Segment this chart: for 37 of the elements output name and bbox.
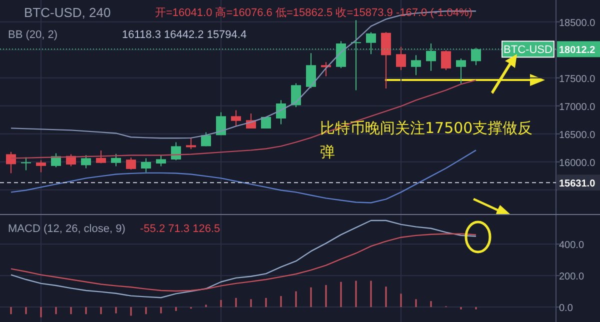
candlestick [441,50,451,71]
chart-title: BTC-USD, 240 [24,5,111,20]
candlestick [36,160,46,173]
ref-line-label: 15631.0 [559,178,596,190]
candlestick [456,58,466,84]
y-tick-label: 400.0 [559,240,584,252]
annotation: BB (20, 2) [8,29,58,41]
candlestick [171,142,181,161]
candlestick [186,138,196,150]
candlestick [156,154,166,167]
candlestick [96,150,106,164]
candlestick [396,46,406,71]
y-tick-label: 17000.0 [559,102,596,113]
candlestick [126,157,136,170]
text: BTC-USD [504,44,552,56]
y-tick-label: 18500.0 [559,18,596,29]
candlestick [111,153,121,167]
candlestick [201,132,211,147]
y-tick-label: 17500.0 [559,74,596,85]
y-tick-label: 0.0 [559,303,574,314]
candlestick [291,82,301,108]
y-tick-label: 16500.0 [559,130,596,141]
ref-line-label: 18012.2 [559,45,596,56]
candlestick [21,156,31,171]
candlestick [276,100,286,125]
y-tick-label: 200.0 [559,272,584,283]
candlestick [381,32,391,89]
text: MACD (12, 26, close, 9) [8,223,126,235]
y-tick-label: 16000.0 [559,158,596,169]
candlestick [231,110,241,127]
candlestick [306,52,316,89]
annotation: -55.2 71.3 126.5 [140,223,220,235]
candlestick [6,151,16,174]
annotation: 16118.3 16442.2 15794.4 [122,29,247,41]
candlestick [411,54,421,76]
candlestick [81,154,91,169]
candlestick [141,158,151,173]
